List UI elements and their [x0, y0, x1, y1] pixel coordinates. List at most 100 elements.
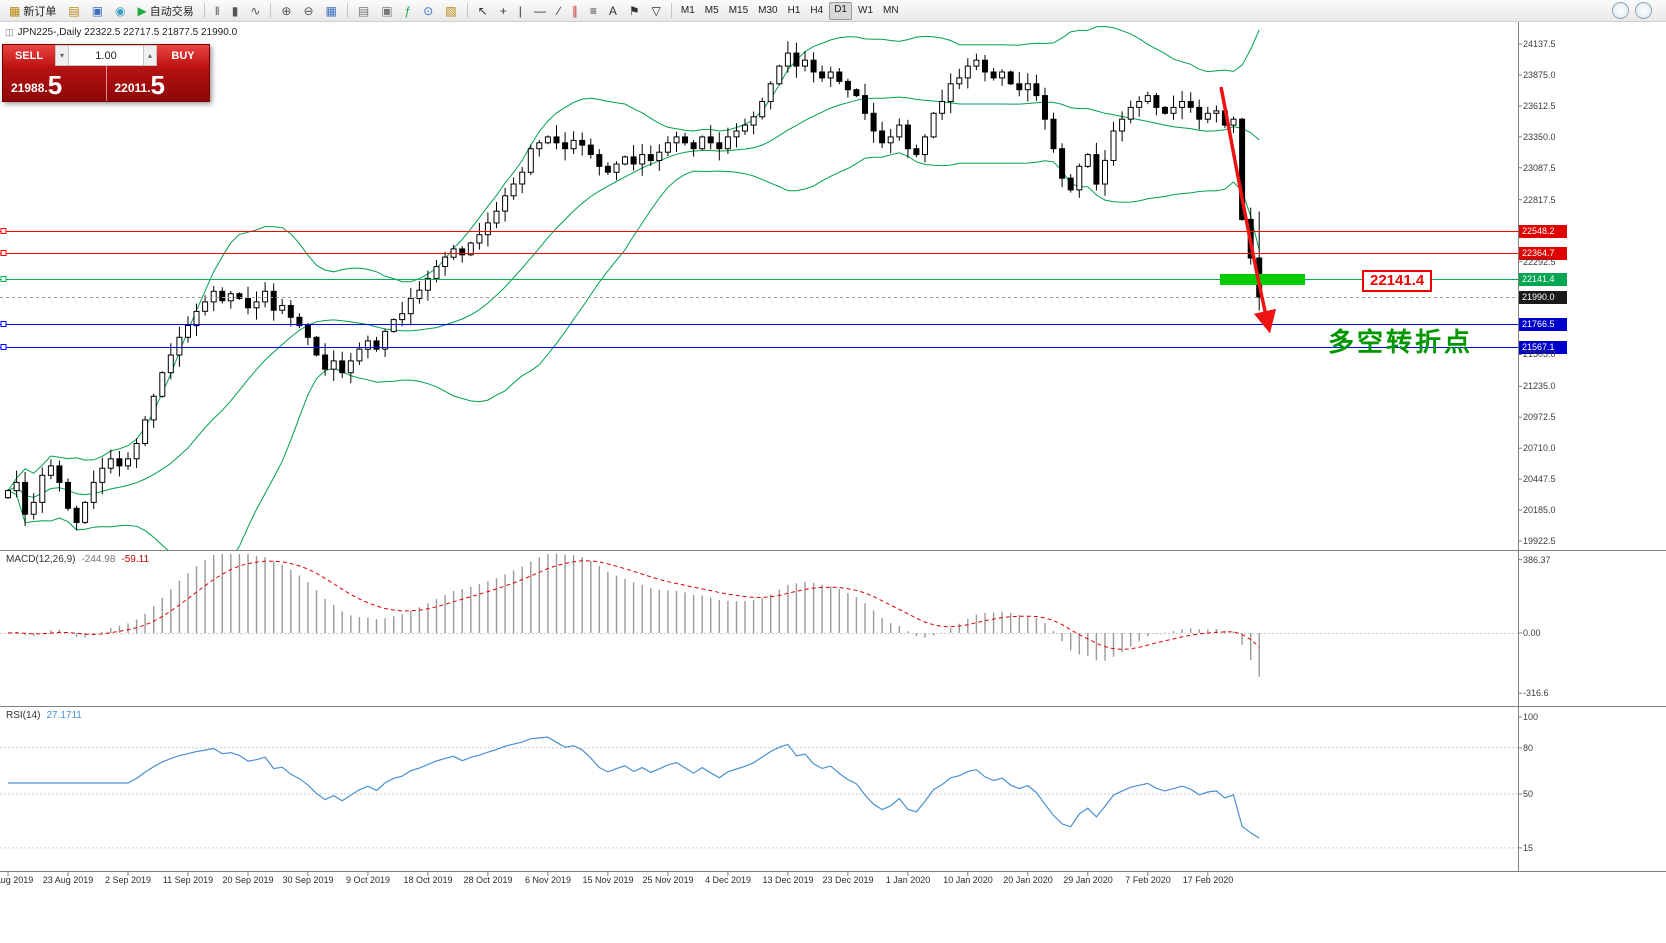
- macd-name: MACD(12,26,9): [6, 554, 76, 565]
- equidistant-channel-button[interactable]: ∥: [567, 1, 583, 21]
- cursor-button[interactable]: ↖: [473, 1, 493, 21]
- new-order-button[interactable]: ▦ 新订单: [4, 1, 61, 21]
- candle-body: [990, 71, 997, 79]
- templates-button[interactable]: ▧: [440, 1, 461, 21]
- candle-body: [467, 242, 474, 256]
- cascade-windows-button[interactable]: ▣: [376, 1, 397, 21]
- price-tag-22141.4: 22141.4: [1519, 272, 1567, 286]
- tile-windows-button[interactable]: ▦: [321, 1, 342, 21]
- candle-body: [287, 305, 294, 318]
- bollinger-upper-band[interactable]: [7, 25, 1260, 491]
- text-button[interactable]: A: [604, 1, 622, 21]
- search-icon-button[interactable]: [1635, 2, 1652, 19]
- macd-axis-label: 386.37: [1523, 555, 1551, 565]
- candle-body: [330, 360, 337, 370]
- candle-body: [742, 124, 748, 132]
- hline-handle[interactable]: [0, 276, 7, 282]
- date-axis-label: 30 Sep 2019: [282, 875, 334, 885]
- volume-up-button[interactable]: ▴: [143, 45, 157, 66]
- macd-axis-label: 0.00: [1523, 628, 1541, 638]
- tile-windows-icon: ▦: [325, 3, 337, 18]
- candle-body: [382, 330, 389, 350]
- date-axis-label: 14 Aug 2019: [0, 875, 34, 885]
- timeframe-m15-button[interactable]: M15: [728, 4, 749, 16]
- candle-body: [202, 301, 209, 312]
- timeframe-w1-button[interactable]: W1: [858, 4, 873, 16]
- timeframe-h1-button[interactable]: H1: [787, 4, 801, 16]
- fibonacci-button[interactable]: ≡: [585, 1, 602, 21]
- candle-body: [167, 354, 174, 374]
- candle-body: [519, 171, 526, 185]
- candle-body: [1127, 106, 1134, 120]
- candle-body: [1204, 112, 1211, 120]
- arrange-windows-button[interactable]: ▤: [353, 1, 374, 21]
- candle-body: [125, 458, 131, 467]
- price-tag-21567.1: 21567.1: [1519, 340, 1567, 354]
- candle-body: [390, 319, 397, 332]
- candle-body: [819, 71, 826, 79]
- bollinger-middle-band[interactable]: [7, 96, 1260, 498]
- notifications-icon-button[interactable]: [1612, 2, 1629, 19]
- text-label-button[interactable]: ⚑: [624, 1, 645, 21]
- volume-down-button[interactable]: ▾: [55, 45, 69, 66]
- timeframe-m1-button[interactable]: M1: [680, 4, 695, 16]
- bollinger-lower-band[interactable]: [7, 152, 1260, 566]
- hline-handle[interactable]: [0, 344, 7, 350]
- candle-body: [22, 481, 29, 515]
- buy-price[interactable]: 22011. 5: [107, 66, 210, 101]
- turning-point-annotation[interactable]: 多空转折点: [1328, 327, 1474, 357]
- candle-body: [1187, 101, 1194, 108]
- periods-button[interactable]: ⊙: [418, 1, 438, 21]
- timeframe-d1-button[interactable]: D1: [829, 1, 852, 20]
- candle-body: [647, 154, 654, 162]
- horizontal-line-button[interactable]: —: [529, 1, 551, 21]
- indicators-button[interactable]: ƒ: [400, 1, 417, 21]
- candle-body: [896, 124, 903, 138]
- hline-handle[interactable]: [0, 250, 7, 256]
- zoom-out-button[interactable]: ⊖: [298, 1, 318, 21]
- price-axis-label: 22817.5: [1523, 195, 1556, 205]
- zoom-in-button[interactable]: ⊕: [276, 1, 296, 21]
- terminal-button[interactable]: ◉: [110, 1, 130, 21]
- candle-body: [930, 112, 937, 138]
- candle-body: [904, 124, 911, 150]
- sell-button[interactable]: SELL: [3, 45, 55, 66]
- candle-body: [622, 156, 628, 165]
- candle-body: [1196, 106, 1203, 120]
- candle-body: [1050, 118, 1057, 150]
- bar-chart-button[interactable]: ‖: [210, 1, 225, 21]
- chart-profiles-button[interactable]: ▤: [63, 1, 84, 21]
- sell-price[interactable]: 21988. 5: [3, 66, 106, 101]
- price-tag-21766.5: 21766.5: [1519, 317, 1567, 331]
- trendline-button[interactable]: ∕: [553, 1, 565, 21]
- candle-body: [862, 95, 868, 114]
- trend-arrow-annotation[interactable]: [1219, 86, 1277, 334]
- level-annotation-label[interactable]: 22141.4: [1362, 270, 1433, 292]
- candle-body: [973, 59, 980, 67]
- volume-input[interactable]: 1.00: [69, 45, 143, 66]
- cursor-icon: ↖: [477, 3, 488, 18]
- candle-body: [1024, 83, 1031, 91]
- autotrading-button[interactable]: ▶ 自动交易: [133, 1, 199, 21]
- timeframe-m5-button[interactable]: M5: [704, 4, 719, 16]
- arrow-tools-button[interactable]: ▽: [647, 1, 666, 21]
- highlight-rectangle-annotation[interactable]: [1220, 274, 1305, 285]
- candle-body: [1153, 95, 1160, 108]
- price-axis-label: 21505.0: [1523, 349, 1556, 359]
- candle-body: [185, 325, 191, 338]
- vertical-line-button[interactable]: |: [514, 1, 527, 21]
- buy-button[interactable]: BUY: [157, 45, 209, 66]
- data-window-button[interactable]: ▣: [87, 1, 108, 21]
- candlestick-chart-button[interactable]: ▮: [227, 1, 244, 21]
- timeframe-h4-button[interactable]: H4: [810, 4, 824, 16]
- timeframe-mn-button[interactable]: MN: [883, 4, 899, 16]
- timeframe-m30-button[interactable]: M30: [758, 4, 778, 16]
- line-chart-button[interactable]: ∿: [245, 1, 265, 21]
- hline-handle[interactable]: [0, 321, 7, 327]
- hline-handle[interactable]: [0, 228, 7, 234]
- candle-body: [1136, 101, 1143, 108]
- crosshair-button[interactable]: +: [495, 1, 512, 21]
- price-axis-label: 22292.5: [1523, 257, 1556, 267]
